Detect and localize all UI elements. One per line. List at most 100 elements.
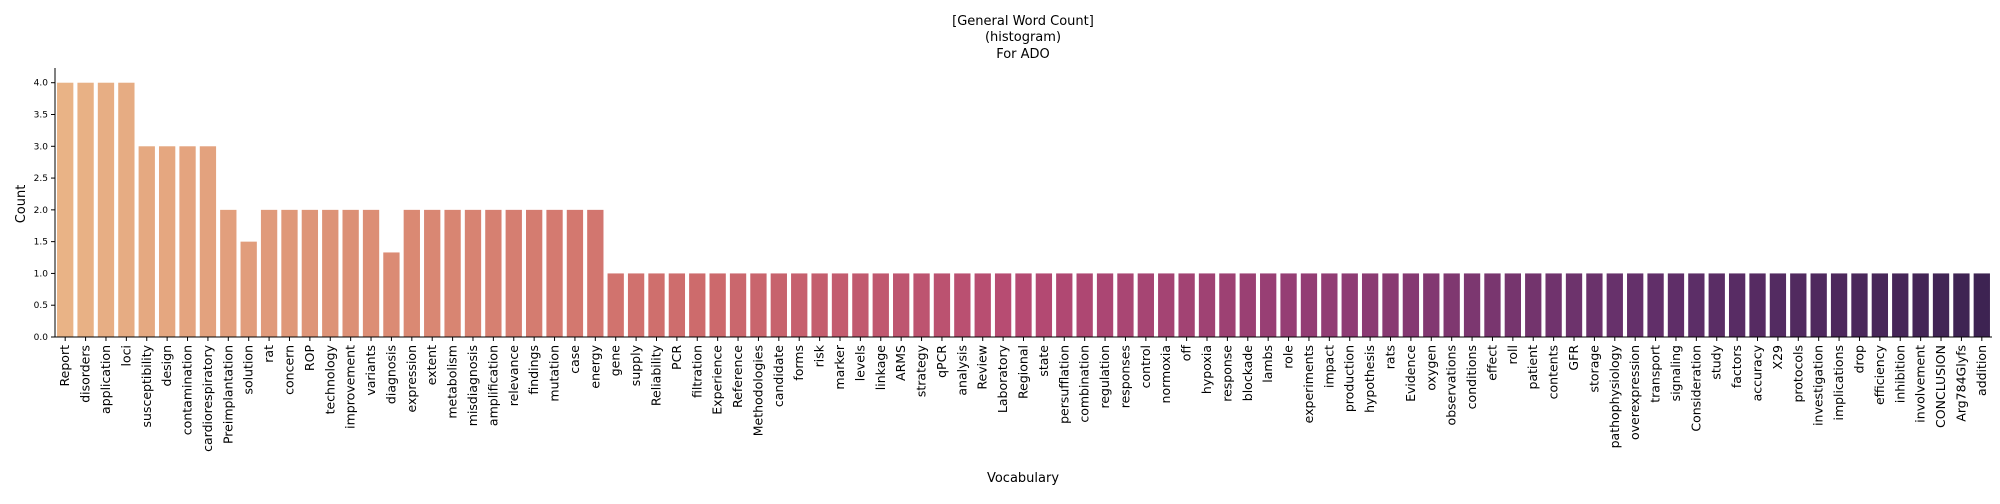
bar-filtration	[689, 273, 706, 337]
x-tick-label: ROP	[302, 345, 317, 372]
bar-qPCR	[933, 273, 951, 337]
y-tick-label: 4.0	[34, 79, 49, 89]
x-tick-label: mutation	[547, 345, 562, 402]
chart-title-line-3: For ADO	[996, 47, 1050, 62]
x-tick-label: patient	[1525, 345, 1540, 390]
x-tick-label: expression	[404, 345, 419, 412]
x-tick-label: strategy	[914, 344, 929, 397]
x-tick-label: relevance	[506, 345, 521, 407]
x-tick-label: levels	[852, 345, 867, 381]
x-tick-label: role	[1281, 345, 1296, 369]
x-tick-label: control	[1138, 345, 1153, 388]
x-tick-label: Evidence	[1403, 345, 1418, 402]
x-tick-label: metabolism	[445, 345, 460, 419]
x-tick-label: Experience	[710, 345, 725, 415]
bar-state	[1035, 273, 1053, 337]
x-tick-label: forms	[791, 345, 806, 381]
x-tick-label: ARMS	[893, 345, 908, 381]
bar-Regional	[1015, 273, 1032, 337]
x-tick-label: Reliability	[648, 344, 663, 406]
bar-cardiorespiratory	[199, 146, 217, 337]
x-tick-label: susceptibility	[139, 344, 154, 427]
bar-efficiency	[1871, 273, 1889, 337]
x-tick-label: contents	[1546, 345, 1561, 399]
x-tick-label: persufflation	[1056, 345, 1071, 424]
x-tick-label: Methodologies	[750, 345, 765, 436]
x-tick-label: Reference	[730, 345, 745, 408]
bar-hypothesis	[1361, 273, 1379, 337]
x-tick-label: Review	[975, 345, 990, 390]
x-tick-label: Report	[57, 345, 72, 387]
x-tick-label: filtration	[689, 345, 704, 398]
y-tick-label: 3.5	[34, 111, 48, 121]
bar-variants	[362, 209, 380, 337]
bar-off	[1178, 273, 1195, 337]
bar-susceptibility	[138, 146, 155, 337]
bar-accuracy	[1749, 273, 1766, 337]
bar-analysis	[954, 273, 971, 337]
x-tick-label: case	[567, 345, 582, 374]
x-tick-label: Laboratory	[995, 344, 1010, 413]
x-tick-label: solution	[241, 345, 256, 395]
bar-supply	[627, 273, 645, 337]
x-tick-label: study	[1709, 344, 1724, 379]
bar-gene	[607, 273, 624, 337]
x-tick-label: concern	[281, 345, 296, 395]
bar-Review	[974, 273, 991, 337]
x-tick-label: production	[1342, 345, 1357, 412]
bar-Evidence	[1402, 273, 1420, 337]
y-tick-label: 3.0	[34, 142, 49, 152]
bar-X29	[1769, 273, 1787, 337]
bar-improvement	[342, 209, 359, 337]
x-tick-label: responses	[1117, 345, 1132, 408]
x-tick-label: hypoxia	[1199, 345, 1214, 394]
bar-forms	[791, 273, 808, 337]
bar-contamination	[179, 146, 196, 337]
bar-GFR	[1565, 273, 1583, 337]
x-tick-label: energy	[587, 344, 602, 388]
x-tick-label: response	[1219, 345, 1234, 402]
bar-patient	[1525, 273, 1542, 337]
bar-Report	[57, 82, 74, 338]
x-tick-label: drop	[1851, 345, 1866, 373]
bar-application	[97, 82, 115, 338]
x-tick-label: rats	[1383, 345, 1398, 369]
x-tick-label: qPCR	[934, 345, 949, 378]
x-tick-label: findings	[526, 345, 541, 395]
bar-drop	[1851, 273, 1868, 337]
x-tick-label: signaling	[1668, 345, 1683, 401]
bar-persufflation	[1056, 273, 1073, 337]
bar-candidate	[770, 273, 787, 337]
x-tick-label: application	[98, 345, 113, 414]
bar-technology	[322, 209, 339, 337]
bar-control	[1137, 273, 1154, 337]
bar-ARMS	[893, 273, 910, 337]
bar-risk	[811, 273, 828, 337]
bar-Experience	[709, 273, 726, 337]
x-tick-label: regulation	[1097, 345, 1112, 409]
bar-relevance	[505, 209, 522, 337]
x-tick-label: observations	[1444, 345, 1459, 425]
bar-investigation	[1810, 273, 1827, 337]
bar-study	[1708, 273, 1725, 337]
bar-PCR	[668, 273, 686, 337]
bar-involvement	[1912, 273, 1929, 337]
bar-normoxia	[1158, 273, 1175, 337]
x-tick-label: accuracy	[1750, 344, 1765, 401]
bar-regulation	[1096, 273, 1114, 337]
bar-case	[566, 209, 584, 337]
bar-misdiagnosis	[464, 209, 482, 337]
x-tick-label: misdiagnosis	[465, 345, 480, 426]
x-tick-label: GFR	[1566, 345, 1581, 371]
x-tick-label: loci	[118, 345, 133, 366]
x-tick-label: Preimplantation	[220, 345, 235, 444]
x-tick-label: implications	[1831, 345, 1846, 421]
y-tick-label: 1.0	[34, 269, 49, 279]
x-tick-label: disorders	[78, 345, 93, 403]
x-tick-label: candidate	[771, 345, 786, 407]
bar-storage	[1586, 273, 1603, 337]
x-tick-label: conditions	[1464, 345, 1479, 409]
bar-CONCLUSION	[1932, 273, 1950, 337]
